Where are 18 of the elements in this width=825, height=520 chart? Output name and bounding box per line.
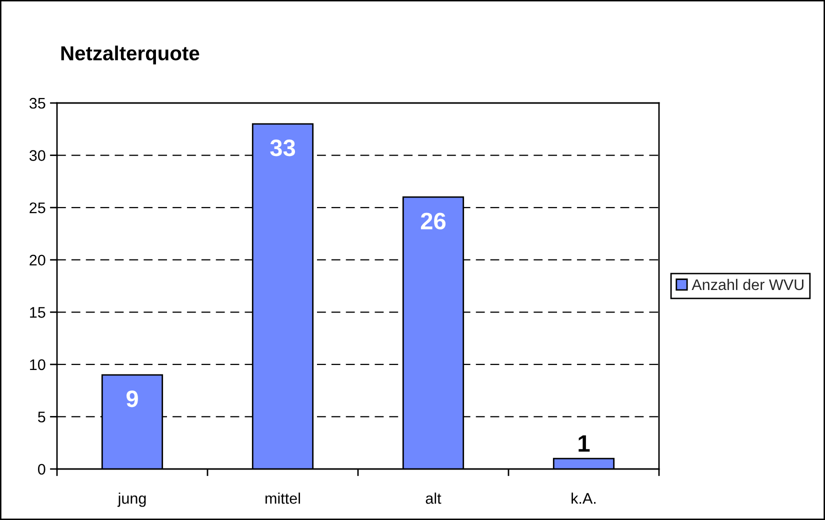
data-label: 33 [270, 140, 296, 156]
y-tick-label: 0 [38, 464, 46, 475]
y-tick-label: 30 [29, 150, 46, 161]
y-tick-label: 25 [30, 202, 46, 214]
y-tick-label: 20 [30, 254, 46, 266]
y-tick-label: 10 [30, 359, 46, 370]
x-tick-label: jung [117, 492, 146, 507]
y-tick-label: 15 [30, 307, 46, 318]
x-tick-label: mittel [266, 492, 300, 504]
data-label: 9 [126, 390, 138, 408]
legend-label: Anzahl der WVU [692, 278, 804, 290]
x-tick-label: alt [426, 492, 442, 504]
y-tick-label: 5 [38, 412, 46, 422]
y-tick-label: 35 [29, 98, 46, 109]
data-label: 1 [578, 435, 590, 452]
data-label: 26 [420, 212, 446, 230]
chart-title: Netzalterquote [61, 46, 200, 64]
x-tick-label: k.A. [572, 492, 596, 504]
